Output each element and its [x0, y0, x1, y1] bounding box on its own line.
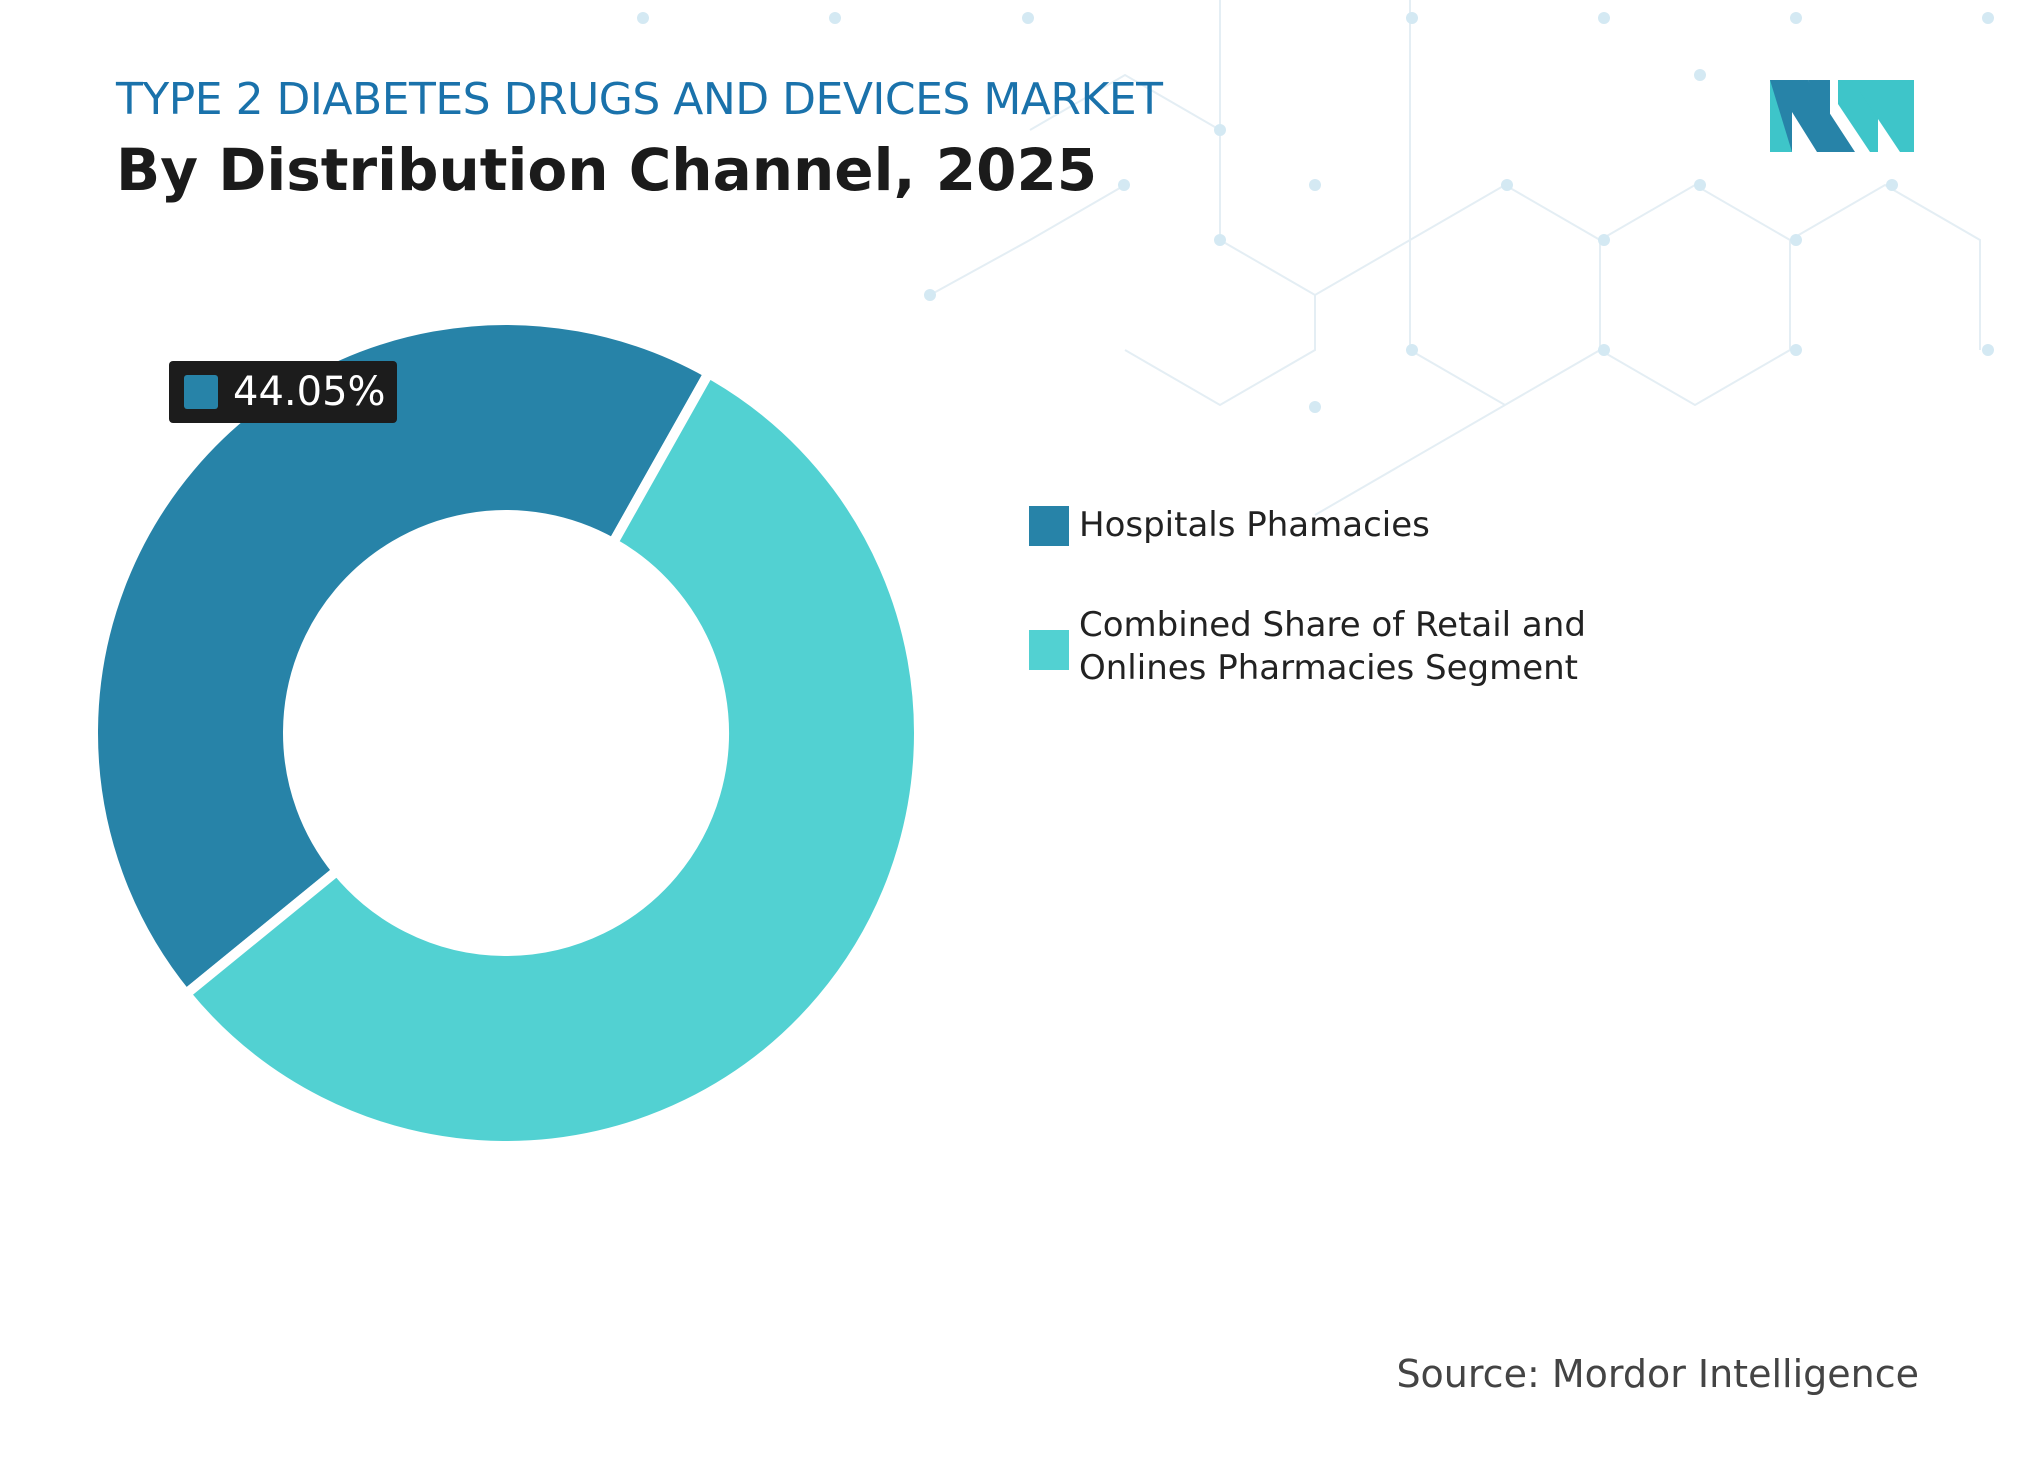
data-label-box [169, 361, 397, 423]
donut-segment [88, 315, 716, 1002]
data-label: 44.05% [169, 361, 397, 423]
source-note: Source: Mordor Intelligence [1396, 1352, 1919, 1396]
background-dots [637, 12, 1994, 413]
legend-swatch [1029, 630, 1069, 670]
chart-title: TYPE 2 DIABETES DRUGS AND DEVICES MARKET [116, 74, 1163, 125]
legend-item: Hospitals Phamacies [1029, 504, 1649, 547]
legend-swatch [1029, 506, 1069, 546]
data-label-text: 44.05% [233, 369, 386, 415]
donut-segment [178, 366, 924, 1151]
legend-label: Combined Share of Retail and Onlines Pha… [1079, 605, 1586, 688]
data-label-swatch [184, 375, 218, 409]
logo [1770, 80, 1914, 152]
legend-item: Combined Share of Retail and Onlines Pha… [1029, 604, 1649, 690]
chart-subtitle: By Distribution Channel, 2025 [116, 136, 1098, 204]
legend-label: Hospitals Phamacies [1079, 505, 1430, 545]
